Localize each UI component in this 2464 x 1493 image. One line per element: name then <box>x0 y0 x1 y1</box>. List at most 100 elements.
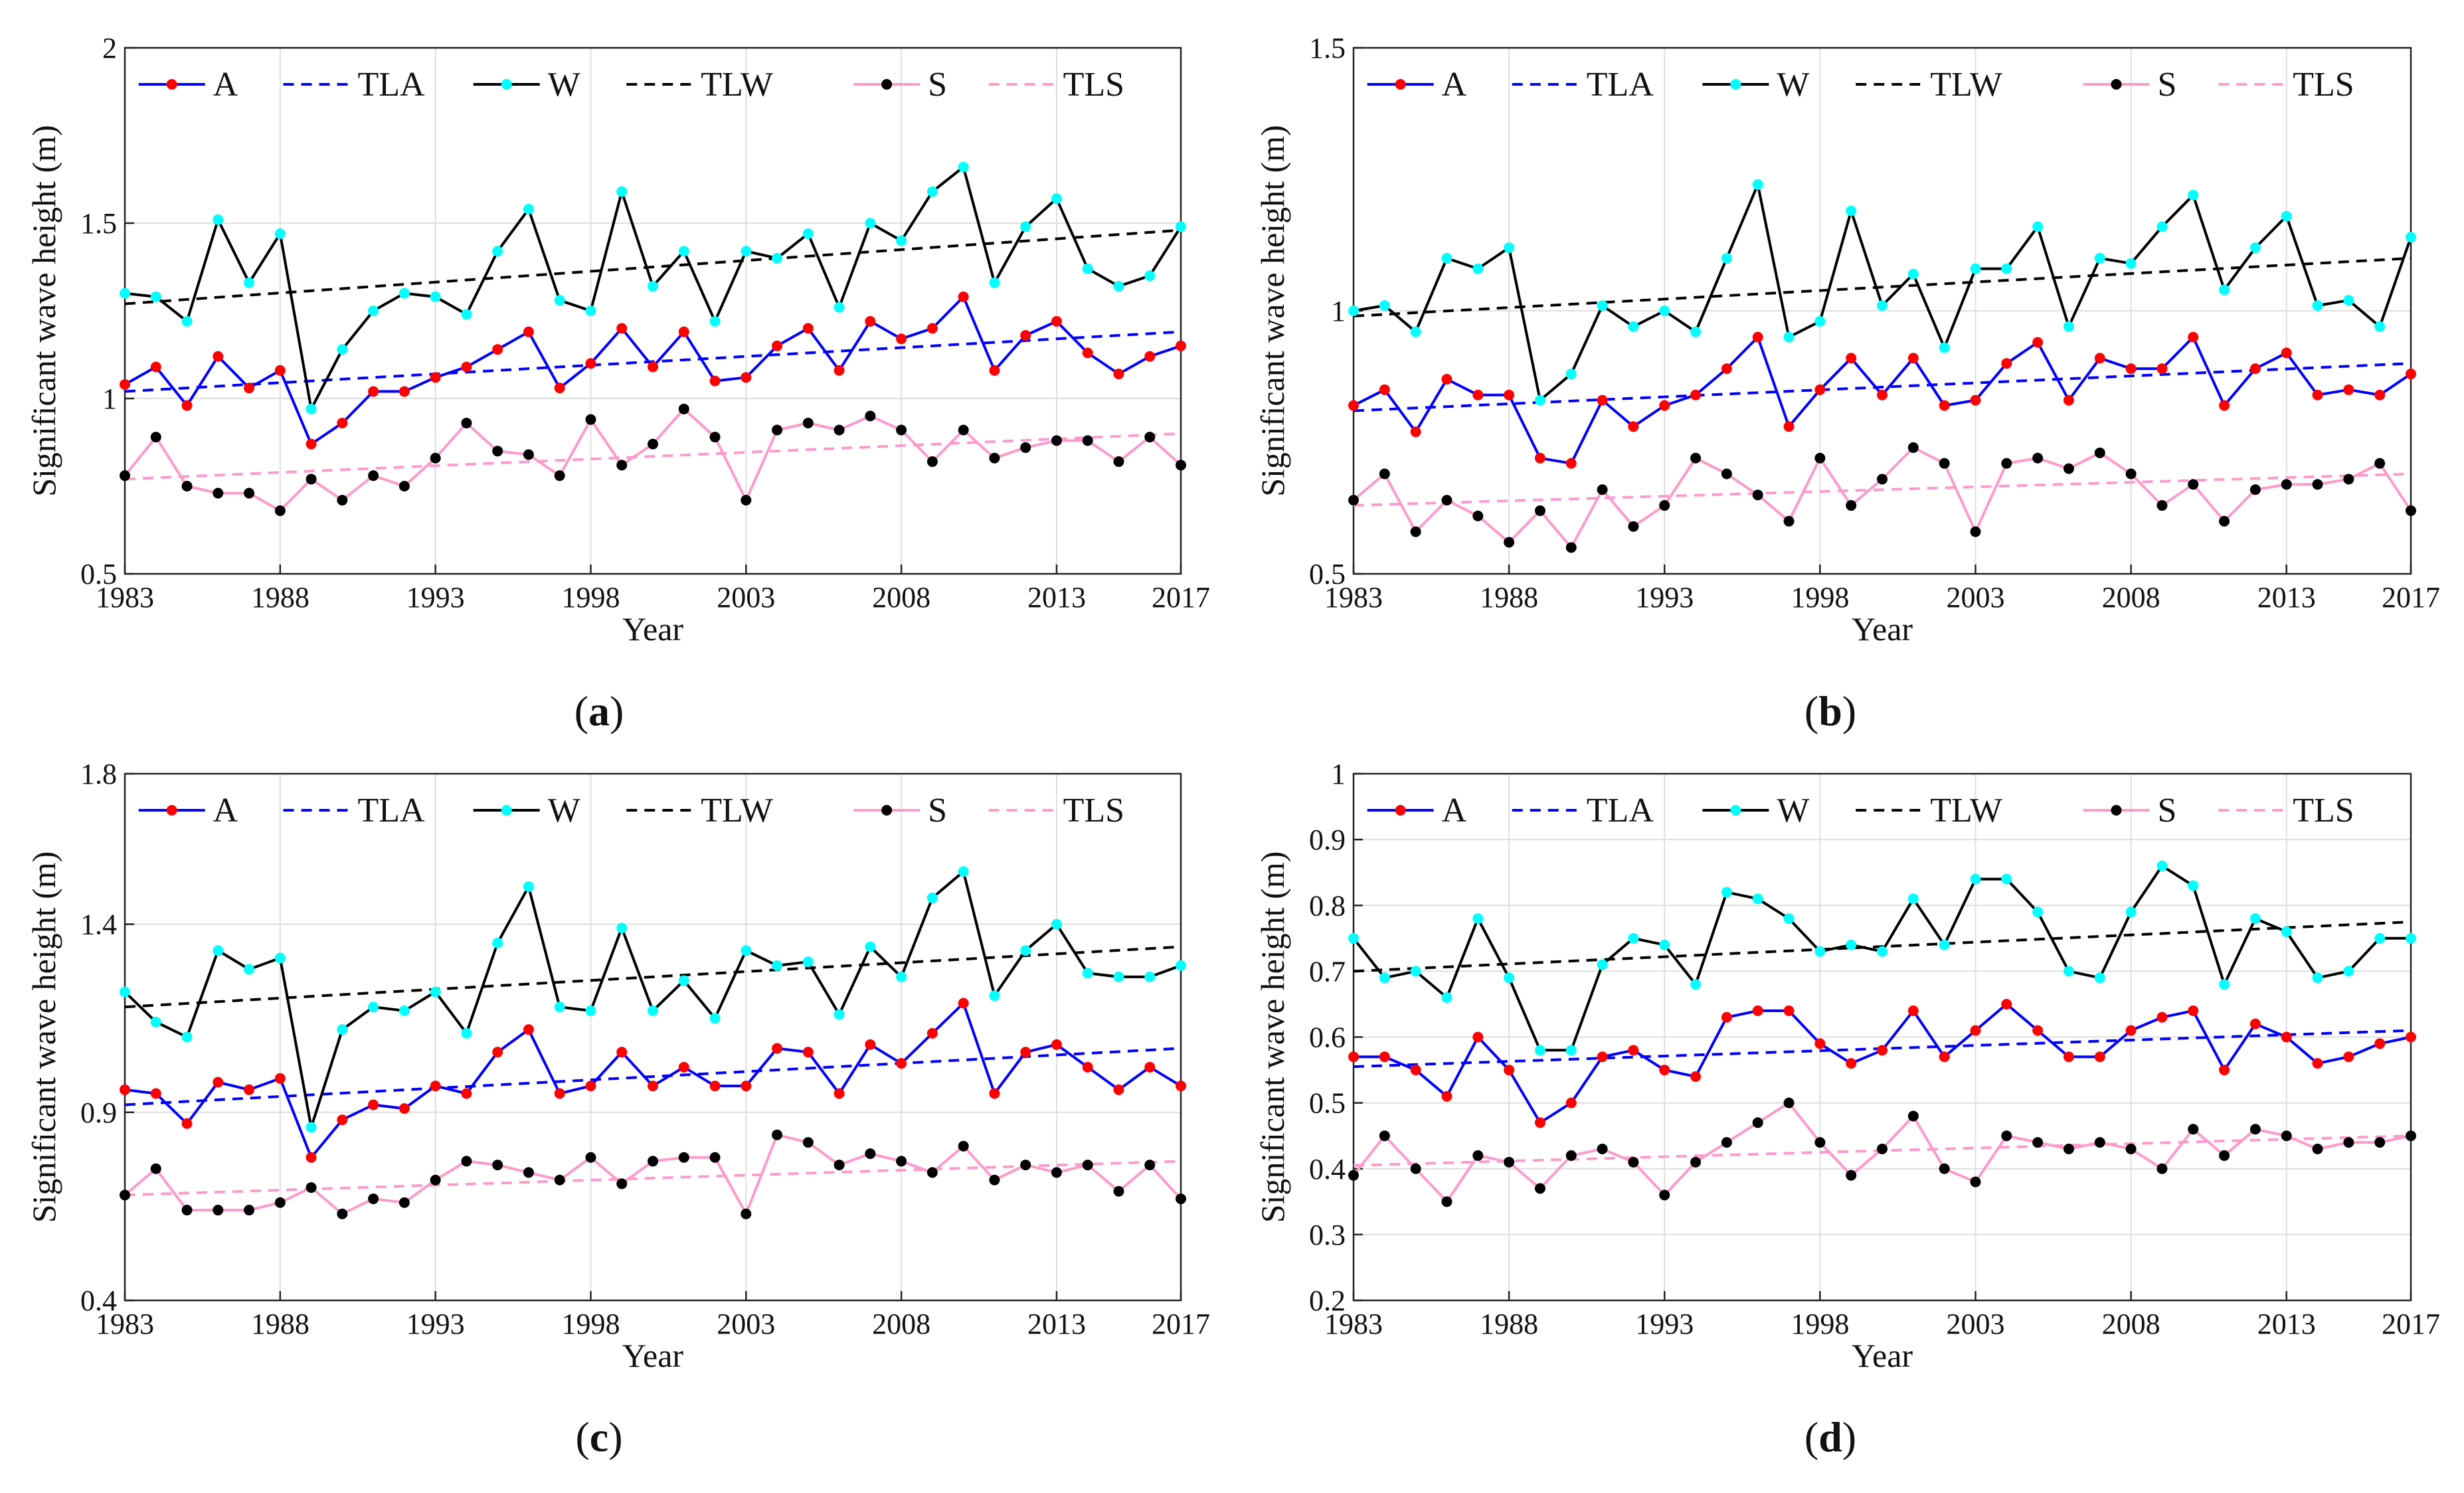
data-point-a <box>181 1118 193 1129</box>
data-point-s <box>2406 505 2416 516</box>
data-point-w <box>2156 221 2168 232</box>
data-point-s <box>2188 479 2199 490</box>
data-point-w <box>678 246 689 257</box>
data-point-a <box>1690 1071 1702 1082</box>
data-point-s <box>1752 489 1763 501</box>
data-point-s <box>1504 537 1515 548</box>
x-tick-label: 2017 <box>1152 1308 1210 1340</box>
data-point-a <box>1939 1051 1950 1063</box>
data-point-w <box>989 990 1000 1002</box>
data-point-s <box>709 432 721 443</box>
data-point-s <box>461 417 472 428</box>
data-point-a <box>1051 1039 1062 1050</box>
x-tick-label: 1988 <box>251 581 309 614</box>
data-point-w <box>958 866 969 877</box>
legend-marker-w <box>501 79 512 90</box>
legend-marker-w <box>1730 805 1741 816</box>
legend: A TLA W TLW S TLS <box>138 66 1124 104</box>
data-point-w <box>1020 221 1031 232</box>
data-point-s <box>1752 1117 1763 1128</box>
data-point-s <box>1113 456 1124 468</box>
data-point-w <box>523 203 534 215</box>
data-point-w <box>2125 907 2137 918</box>
x-tick-label: 1998 <box>1791 1308 1849 1340</box>
data-point-s <box>150 1163 161 1174</box>
data-point-a <box>368 1099 379 1110</box>
data-point-s <box>2249 1124 2261 1135</box>
data-point-w <box>1690 326 1702 337</box>
data-point-s <box>772 1129 783 1140</box>
x-tick-label: 2008 <box>2102 1308 2160 1340</box>
data-point-w <box>1113 281 1124 292</box>
data-point-a <box>1877 389 1888 400</box>
data-point-s <box>585 414 596 425</box>
data-point-s <box>1534 1183 1545 1194</box>
data-point-a <box>337 417 348 428</box>
legend-label-tls: TLS <box>1063 792 1124 830</box>
caption-letter: a <box>588 687 610 735</box>
data-point-a <box>337 1114 348 1126</box>
data-point-a <box>1504 1065 1515 1076</box>
data-point-a <box>430 372 441 383</box>
y-tick-label: 1.4 <box>80 909 117 941</box>
legend-label-tla: TLA <box>1587 66 1654 104</box>
data-point-a <box>398 386 410 397</box>
data-point-w <box>306 403 317 414</box>
y-tick-label: 0.4 <box>80 1284 117 1317</box>
data-point-w <box>213 214 224 225</box>
data-point-a <box>958 998 969 1009</box>
data-point-s <box>244 487 255 499</box>
caption-paren-open: ( <box>575 1413 589 1460</box>
data-point-s <box>1051 1167 1062 1178</box>
x-axis-label: Year <box>1852 1337 1913 1374</box>
caption-paren-close: ) <box>1842 687 1856 735</box>
data-point-w <box>709 315 721 327</box>
data-point-s <box>1082 1160 1093 1171</box>
data-point-a <box>523 1024 534 1035</box>
data-point-a <box>926 323 938 334</box>
data-point-a <box>2406 369 2416 380</box>
data-point-s <box>2156 500 2168 511</box>
caption-paren-open: ( <box>1804 1413 1818 1460</box>
data-point-s <box>648 1156 658 1167</box>
data-point-a <box>678 326 689 337</box>
data-point-s <box>1565 542 1577 553</box>
data-point-a <box>958 291 969 302</box>
data-point-s <box>1783 515 1795 527</box>
data-point-a <box>2156 1011 2168 1023</box>
data-point-a <box>585 358 596 369</box>
data-point-a <box>1144 1061 1156 1073</box>
legend-label-tlw: TLW <box>701 66 773 104</box>
data-point-w <box>492 246 503 257</box>
data-point-w <box>1082 968 1093 979</box>
data-point-a <box>2281 347 2292 359</box>
data-point-s <box>585 1152 596 1163</box>
data-point-w <box>337 1024 348 1035</box>
data-point-w <box>1441 252 1452 264</box>
x-axis-label: Year <box>622 1337 683 1374</box>
data-point-a <box>306 438 317 450</box>
caption-paren-close: ) <box>608 1413 622 1460</box>
data-point-w <box>2249 242 2261 253</box>
data-point-a <box>1752 331 1763 343</box>
data-point-w <box>1082 263 1093 274</box>
data-point-a <box>616 1047 628 1058</box>
data-point-a <box>2063 395 2074 406</box>
data-point-a <box>772 340 783 351</box>
legend-label-tla: TLA <box>1587 792 1654 830</box>
data-point-s <box>306 474 317 485</box>
caption-paren-open: ( <box>574 687 588 735</box>
legend-marker-w <box>501 805 512 816</box>
data-point-w <box>1597 959 1608 970</box>
data-point-s <box>461 1156 472 1167</box>
data-point-a <box>120 379 130 390</box>
data-point-s <box>2125 1144 2137 1155</box>
data-point-w <box>1472 263 1484 274</box>
data-point-w <box>1144 270 1156 282</box>
data-point-s <box>1472 1150 1484 1161</box>
y-tick-label: 2 <box>102 32 117 64</box>
data-point-a <box>1565 458 1577 469</box>
y-axis-label: Significant wave height (m) <box>25 851 62 1223</box>
x-tick-label: 2008 <box>872 1308 930 1340</box>
